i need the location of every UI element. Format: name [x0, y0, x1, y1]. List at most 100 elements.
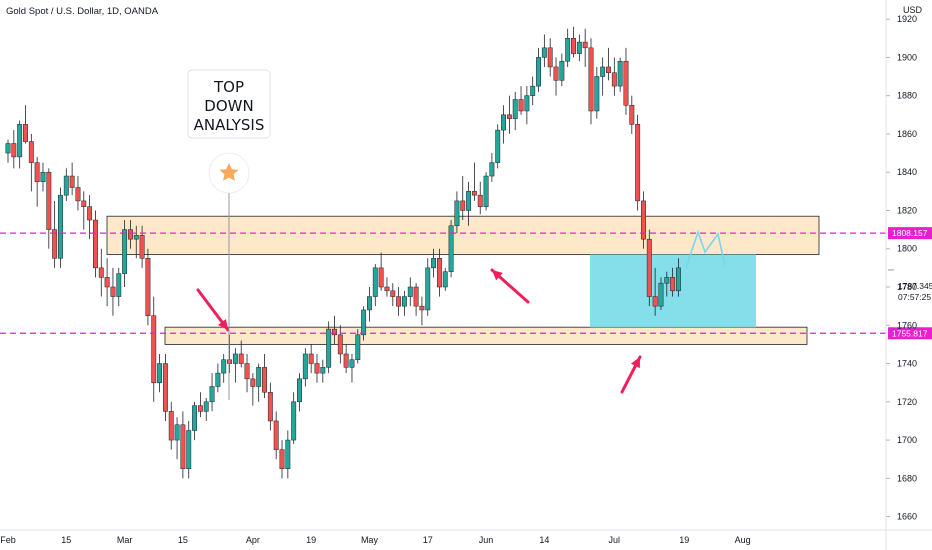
candle-body [407, 286, 413, 297]
candle-body [460, 200, 466, 211]
candle-body [512, 99, 518, 119]
candle-body [658, 282, 664, 307]
candle-body [63, 175, 69, 196]
candle-body [227, 359, 232, 364]
price-level-tag-text: 1755.817 [892, 328, 928, 338]
price-tick-label: 1740 [897, 359, 917, 369]
candle-body [477, 194, 483, 207]
arrow-head [492, 270, 503, 281]
time-tick-label: May [361, 535, 379, 545]
candle-body [506, 114, 512, 119]
price-tick-label: 1840 [897, 167, 917, 177]
candle-body [267, 391, 273, 422]
candle-body [23, 124, 28, 142]
time-tick-label: Aug [735, 535, 751, 545]
time-tick-label: Jul [609, 535, 621, 545]
candle-body [262, 367, 267, 393]
candle-body [466, 191, 472, 211]
candle-body [384, 286, 390, 292]
zones-layer [106, 215, 820, 345]
resistance-zone [106, 215, 820, 255]
candle-body [332, 328, 337, 336]
candle-body [209, 386, 215, 403]
candle-body [454, 200, 460, 227]
currency-label: USD [903, 5, 923, 15]
candle-body [600, 66, 606, 77]
candle-body [308, 353, 314, 364]
price-tick-label: 1920 [897, 14, 917, 24]
candle-body [93, 219, 98, 269]
candle-body [116, 273, 122, 297]
candle-body [594, 76, 600, 112]
candle-body [110, 286, 116, 297]
candle-body [302, 353, 308, 380]
candle-body [203, 401, 209, 412]
candle-body [250, 378, 256, 387]
candle-body [273, 420, 279, 450]
price-level-tag-text: 1808.157 [892, 228, 928, 238]
callout-box [187, 69, 271, 139]
candle-body [547, 47, 553, 68]
candle-body [676, 267, 681, 292]
drawings-layer: 1808.157 1755.817 [0, 227, 932, 394]
candle-body [297, 378, 302, 403]
arrow-resistance [490, 268, 530, 304]
price-tick-label: 1900 [897, 52, 917, 62]
candle-body [168, 411, 174, 441]
candle-body [192, 405, 198, 431]
candle-body [536, 57, 541, 87]
candle-body [28, 141, 34, 163]
price-tick-label: 1700 [897, 435, 917, 445]
candle-body [343, 353, 349, 368]
candle-body [390, 290, 396, 297]
top-down-callout[interactable]: TOP DOWN ANALYSIS [187, 69, 271, 400]
candle-body [17, 124, 23, 158]
candle-body [489, 162, 495, 177]
candle-body [337, 334, 343, 355]
candle-body [314, 363, 320, 374]
candle-body [448, 225, 454, 272]
candle-body [425, 267, 431, 311]
time-axis[interactable]: Feb 15 Mar 15 Apr 19 May 17 Jun 14 Jul 19 Aug [0, 529, 932, 545]
candle-body [279, 449, 285, 470]
candle-body [361, 309, 367, 336]
candle-body [641, 200, 646, 240]
candle-body [127, 229, 133, 240]
time-tick-label: 19 [679, 535, 689, 545]
countdown-label: 07:57:25 [898, 292, 931, 302]
candle-body [652, 296, 658, 307]
price-readout: 1787.345 07:57:25 [898, 281, 932, 302]
candle-body [145, 258, 151, 316]
price-tick-label: 1820 [897, 205, 917, 215]
arrow-head [630, 357, 640, 369]
candle-body [58, 194, 63, 259]
time-tick-label: Mar [117, 535, 133, 545]
candle-body [355, 334, 361, 360]
candle-body [588, 47, 594, 112]
candle-body [367, 296, 372, 311]
candle-body [139, 235, 145, 259]
candle-body [157, 363, 163, 383]
time-tick-label: 19 [306, 535, 316, 545]
candle-body [326, 328, 332, 368]
candle-body [52, 229, 58, 259]
candle-body [541, 47, 547, 58]
candle-body [133, 235, 139, 240]
price-tick-label: 1880 [897, 91, 917, 101]
arrow-support-right [620, 355, 642, 394]
star-icon [219, 163, 239, 181]
candle-body [471, 191, 477, 196]
price-tick-label: 1660 [897, 512, 917, 522]
price-tick-label: 1860 [897, 129, 917, 139]
candle-body [606, 66, 611, 73]
candle-body [5, 143, 11, 154]
candle-body [221, 359, 227, 374]
last-price-label: 1787.345 [898, 281, 932, 291]
candle-body [232, 353, 238, 364]
time-tick-label: Apr [246, 535, 260, 545]
callout-line-1: TOP [213, 78, 244, 96]
candle-body [197, 405, 203, 412]
candle-body [617, 60, 623, 87]
price-axis[interactable]: 1660 1680 1700 1720 1740 1760 1780 1800 1820 1840… [885, 0, 917, 550]
